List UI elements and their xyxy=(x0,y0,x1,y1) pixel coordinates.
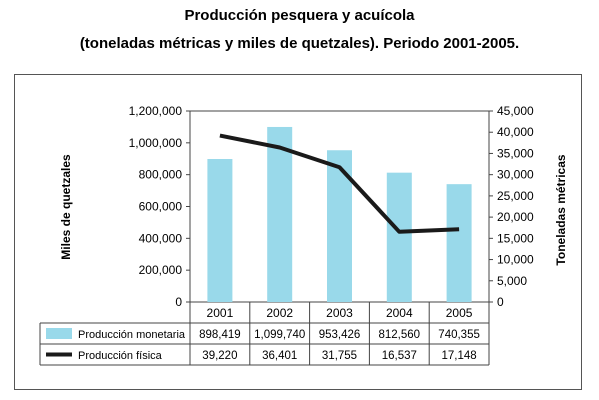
y-right-tick-label: 5,000 xyxy=(497,274,527,288)
x-tick-label: 2002 xyxy=(266,306,293,320)
y-right-tick-label: 35,000 xyxy=(497,146,534,160)
data-label-fisica: 16,537 xyxy=(382,350,417,362)
y-right-tick-label: 40,000 xyxy=(497,125,534,139)
y-left-axis-title: Miles de quetzales xyxy=(59,154,73,260)
data-label-monetaria: 898,419 xyxy=(199,329,241,341)
data-label-monetaria: 812,560 xyxy=(379,329,421,341)
y-left-tick-label: 1,000,000 xyxy=(129,136,183,150)
data-label-monetaria: 953,426 xyxy=(319,329,361,341)
y-right-tick-label: 25,000 xyxy=(497,189,534,203)
data-label-monetaria: 740,355 xyxy=(438,329,480,341)
legend-swatch-produccion-monetaria xyxy=(46,328,72,339)
chart-frame xyxy=(14,74,582,390)
bar-2003 xyxy=(327,150,352,302)
bar-2005 xyxy=(446,184,472,302)
y-right-tick-label: 10,000 xyxy=(497,253,534,267)
y-left-tick-label: 400,000 xyxy=(139,231,183,245)
y-right-tick-label: 20,000 xyxy=(497,210,534,224)
x-tick-label: 2005 xyxy=(446,306,473,320)
data-label-fisica: 31,755 xyxy=(322,350,357,362)
y-right-tick-label: 15,000 xyxy=(497,231,534,245)
bar-2001 xyxy=(207,159,233,302)
y-right-axis-title: Toneladas métricas xyxy=(554,154,568,265)
y-left-tick-label: 0 xyxy=(175,295,182,309)
legend-label-produccion-monetaria: Producción monetaria xyxy=(78,329,186,341)
y-right-tick-label: 30,000 xyxy=(497,168,534,182)
data-label-monetaria: 1,099,740 xyxy=(254,329,305,341)
y-left-tick-label: 200,000 xyxy=(139,263,183,277)
y-left-tick-label: 800,000 xyxy=(139,168,183,182)
x-tick-label: 2004 xyxy=(386,306,413,320)
legend-label-produccion-fisica: Producción física xyxy=(78,350,163,362)
data-label-fisica: 36,401 xyxy=(262,350,297,362)
chart-subtitle: (toneladas métricas y miles de quetzales… xyxy=(79,35,520,52)
y-left-tick-label: 600,000 xyxy=(139,200,183,214)
data-label-fisica: 39,220 xyxy=(202,350,237,362)
y-right-tick-label: 0 xyxy=(497,295,504,309)
x-tick-label: 2001 xyxy=(207,306,234,320)
bar-2002 xyxy=(267,126,293,302)
data-label-fisica: 17,148 xyxy=(442,350,477,362)
bar-2004 xyxy=(386,172,412,302)
chart-title: Producción pesquera y acuícola xyxy=(184,7,415,24)
x-tick-label: 2003 xyxy=(326,306,353,320)
y-right-tick-label: 45,000 xyxy=(497,104,534,118)
y-left-tick-label: 1,200,000 xyxy=(129,104,183,118)
